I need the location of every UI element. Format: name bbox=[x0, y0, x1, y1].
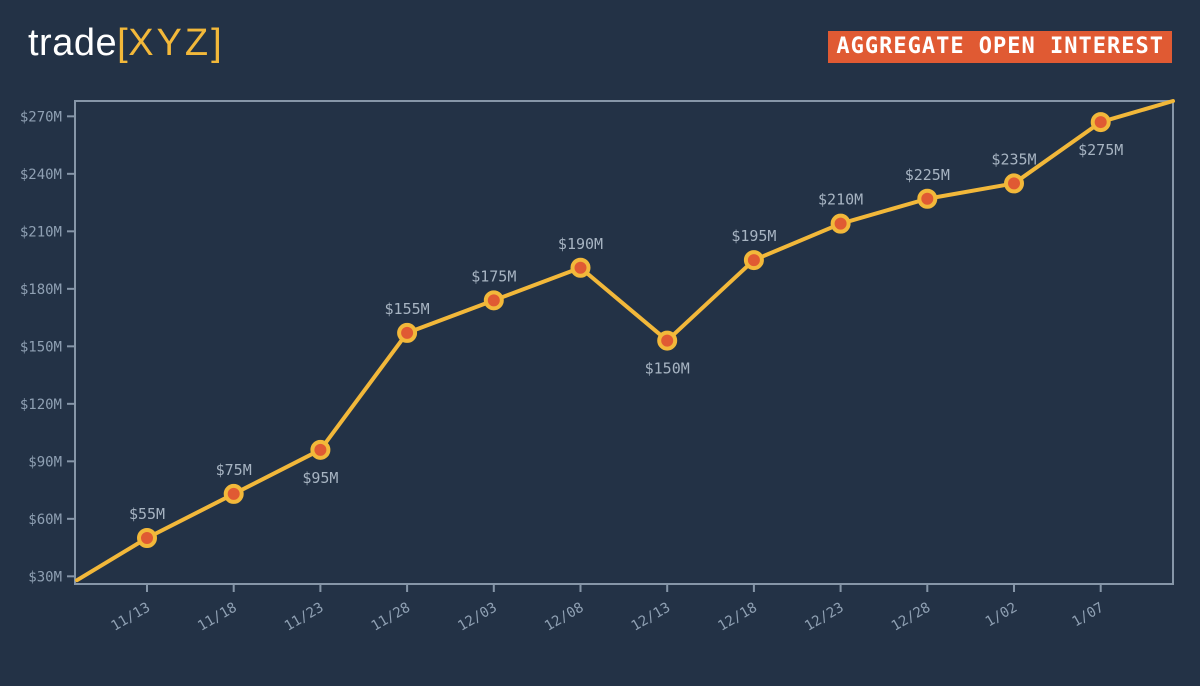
data-point bbox=[743, 250, 764, 271]
x-tick-label: 11/18 bbox=[195, 600, 240, 635]
x-tick-label: 12/03 bbox=[455, 600, 500, 635]
y-tick-label: $270M bbox=[20, 109, 62, 125]
y-tick-label: $150M bbox=[20, 339, 62, 355]
y-tick-label: $60M bbox=[28, 512, 62, 528]
x-tick-label: 1/07 bbox=[1069, 600, 1106, 631]
x-tick-label: 11/13 bbox=[108, 600, 153, 635]
data-label: $235M bbox=[991, 150, 1036, 168]
data-point bbox=[1004, 173, 1024, 194]
x-tick-label: 12/23 bbox=[802, 600, 847, 635]
x-tick-label: 1/02 bbox=[983, 600, 1020, 631]
chart-data-labels: $55M $75M $95M $155M $175M $190M $150M $195M $21… bbox=[129, 141, 1123, 523]
x-tick-label: 12/18 bbox=[715, 600, 760, 635]
data-point bbox=[483, 290, 504, 311]
data-point bbox=[657, 330, 678, 351]
data-label: $275M bbox=[1078, 141, 1123, 159]
data-label: $150M bbox=[645, 360, 690, 378]
data-label: $210M bbox=[818, 191, 863, 209]
data-point bbox=[310, 439, 331, 460]
x-tick-label: 12/13 bbox=[629, 600, 674, 635]
data-point bbox=[570, 257, 591, 278]
data-point bbox=[1090, 112, 1111, 133]
y-tick-label: $120M bbox=[20, 397, 62, 413]
data-point bbox=[397, 322, 418, 343]
brand-name: trade bbox=[28, 22, 118, 64]
x-tick-label: 12/28 bbox=[889, 600, 934, 635]
y-tick-label: $210M bbox=[20, 224, 62, 240]
data-label: $175M bbox=[471, 267, 516, 285]
data-point bbox=[223, 483, 244, 504]
brand-logo: trade[XYZ] bbox=[28, 22, 222, 65]
brand-accent: XYZ bbox=[128, 22, 212, 64]
plot-frame bbox=[74, 100, 1174, 585]
data-point bbox=[137, 528, 157, 548]
x-tick-label: 11/23 bbox=[282, 600, 327, 635]
data-label: $95M bbox=[302, 469, 338, 487]
data-label: $75M bbox=[216, 461, 252, 479]
chart-series bbox=[75, 99, 1175, 583]
chart-title-badge: AGGREGATE OPEN INTEREST bbox=[828, 31, 1172, 63]
y-tick-label: $180M bbox=[20, 282, 62, 298]
data-label: $225M bbox=[905, 166, 950, 184]
data-point bbox=[830, 213, 851, 234]
y-tick-label: $30M bbox=[28, 569, 62, 585]
y-tick-label: $240M bbox=[20, 167, 62, 183]
chart-axes: $30M $60M $90M $120M $150M $180M $210M $240M $27… bbox=[20, 100, 1174, 635]
data-label: $190M bbox=[558, 235, 603, 253]
x-tick-label: 12/08 bbox=[542, 600, 587, 635]
x-tick-label: 11/28 bbox=[369, 600, 414, 635]
data-label: $155M bbox=[385, 300, 430, 318]
data-point bbox=[917, 188, 938, 209]
y-tick-label: $90M bbox=[28, 454, 62, 470]
data-label: $55M bbox=[129, 505, 165, 523]
series-line bbox=[75, 99, 1175, 583]
brand-bracket-close: ] bbox=[211, 22, 223, 64]
brand-bracket-open: [ bbox=[117, 22, 129, 64]
data-label: $195M bbox=[731, 227, 776, 245]
